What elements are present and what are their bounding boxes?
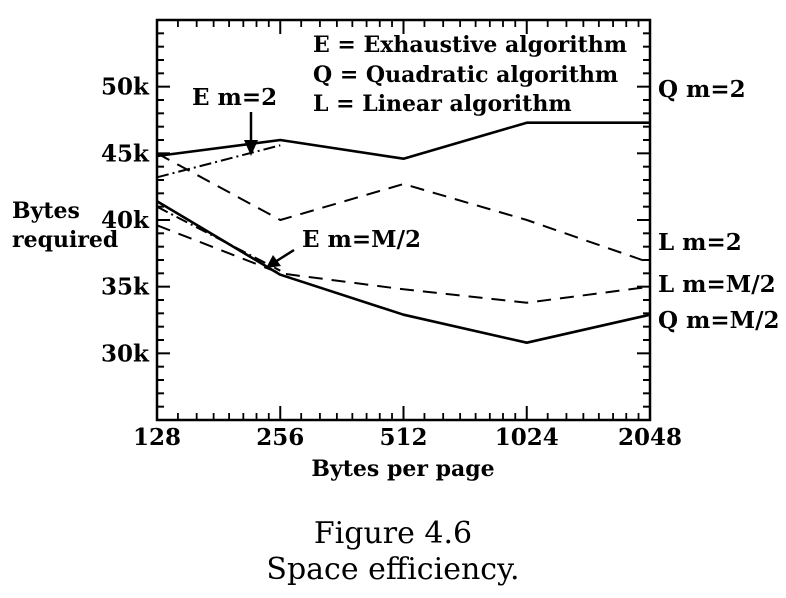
series-line-l-m-m-2 bbox=[156, 224, 651, 304]
x-tick-label: 2048 bbox=[618, 424, 682, 451]
series-line-e-m-m-2 bbox=[156, 205, 281, 272]
y-tick-label: 45k bbox=[101, 140, 150, 167]
series-label-q-m2: Q m=2 bbox=[658, 76, 746, 103]
legend-entry-linear: L = Linear algorithm bbox=[313, 91, 572, 117]
x-axis-label: Bytes per page bbox=[311, 456, 494, 482]
annotation-arrow-e-m2 bbox=[244, 112, 258, 156]
figure-caption-title: Space efficiency. bbox=[266, 552, 520, 587]
figure-caption-number: Figure 4.6 bbox=[313, 516, 473, 551]
x-tick-label: 256 bbox=[256, 424, 304, 451]
series-line-q-m-2 bbox=[156, 121, 650, 160]
y-tick-label: 40k bbox=[101, 207, 150, 234]
legend-entry-quadratic: Q = Quadratic algorithm bbox=[313, 62, 618, 88]
series-line-q-m-m-2 bbox=[156, 200, 651, 345]
x-tick-label: 1024 bbox=[495, 424, 559, 451]
x-tick-label: 512 bbox=[379, 424, 427, 451]
series-label-e-mm2: E m=M/2 bbox=[302, 226, 421, 253]
y-axis-label-line-1: Bytes bbox=[12, 198, 80, 224]
series-line-e-m-2 bbox=[156, 144, 281, 179]
y-tick-label: 35k bbox=[101, 274, 150, 301]
series-line-l-m-2 bbox=[156, 152, 651, 264]
y-tick-label: 50k bbox=[101, 74, 150, 101]
series-label-l-mm2: L m=M/2 bbox=[658, 271, 776, 298]
y-tick-label: 30k bbox=[101, 340, 150, 367]
series-label-l-m2: L m=2 bbox=[658, 229, 742, 256]
y-axis-label-line-2: required bbox=[12, 227, 118, 253]
x-tick-label: 128 bbox=[133, 424, 181, 451]
series-label-e-m2: E m=2 bbox=[192, 84, 277, 111]
chart: 30k 35k 40k 45k 50k 128 256 512 1024 2048 Bytes r… bbox=[12, 18, 780, 482]
legend-entry-exhaustive: E = Exhaustive algorithm bbox=[313, 32, 627, 58]
annotation-arrow-e-mm2 bbox=[266, 248, 295, 268]
series-label-q-mm2: Q m=M/2 bbox=[658, 307, 780, 334]
